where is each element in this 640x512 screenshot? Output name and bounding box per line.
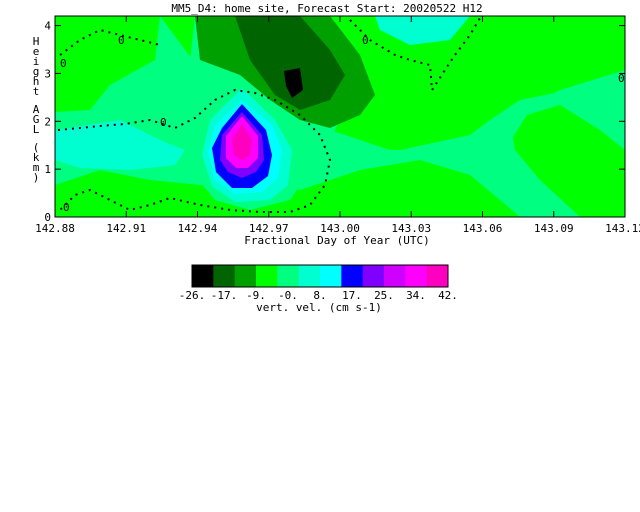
- colorbar-label: vert. vel. (cm s-1): [256, 301, 382, 314]
- x-tick-label: 143.00: [320, 222, 360, 235]
- y-axis: 0 1 2 3 4: [44, 20, 625, 224]
- contour-label-north: 0: [118, 34, 125, 47]
- y-axis-label-char: e: [33, 45, 40, 58]
- colorbar-tick-label: -0.: [278, 289, 298, 302]
- y-tick-label: 0: [44, 211, 51, 224]
- colorbar-swatch: [384, 265, 406, 287]
- contour-label-south: 0: [63, 201, 70, 214]
- y-axis-label-char: A: [33, 103, 40, 116]
- colorbar-tick-label: 8.: [313, 289, 326, 302]
- region-dark-green: [235, 16, 345, 110]
- region-pink: [232, 124, 252, 160]
- y-axis-label-char: g: [33, 65, 40, 78]
- y-axis-label-char: G: [33, 113, 40, 126]
- x-tick-label: 142.97: [249, 222, 289, 235]
- colorbar-swatch: [256, 265, 278, 287]
- colorbar-swatch: [320, 265, 342, 287]
- colorbar-swatch: [362, 265, 385, 287]
- region-green-west: [55, 16, 160, 112]
- y-axis-label-char: k: [33, 151, 40, 164]
- colorbar-swatch: [213, 265, 236, 287]
- colorbar-tick-label: -17.: [211, 289, 238, 302]
- colorbar: -26. -17. -9. -0. 8. 17. 25. 34. 42.: [179, 264, 458, 302]
- colorbar-tick-label: 25.: [374, 289, 394, 302]
- y-tick-label: 1: [44, 163, 51, 176]
- x-axis-label: Fractional Day of Year (UTC): [244, 234, 429, 247]
- y-axis-label-char: h: [33, 75, 40, 88]
- contour-label-west: 0: [60, 57, 67, 70]
- region-cyan-dot: [138, 140, 156, 162]
- zero-contour-west-upper: [59, 28, 161, 56]
- y-axis-label-char: (: [33, 141, 40, 154]
- zero-contour-west-lower: [57, 88, 332, 213]
- colorbar-frame: [191, 264, 449, 288]
- zero-contour-east: [349, 17, 481, 94]
- y-axis-label-char: H: [33, 35, 40, 48]
- x-tick-label: 142.91: [106, 222, 146, 235]
- region-cyan-north-east: [375, 16, 470, 45]
- x-axis: 142.88 142.91 142.94 142.97 143.00 143.03 143.…: [35, 16, 640, 235]
- colorbar-swatch: [192, 265, 214, 287]
- colorbar-tick-label: 17.: [342, 289, 362, 302]
- x-tick-label: 143.03: [391, 222, 431, 235]
- y-tick-label: 4: [44, 20, 51, 33]
- y-tick-label: 3: [44, 67, 51, 80]
- x-tick-label: 143.06: [463, 222, 503, 235]
- colorbar-swatch: [405, 265, 428, 287]
- region-light-green-east: [400, 80, 625, 160]
- colorbar-tick-label: -9.: [246, 289, 266, 302]
- colorbar-swatch: [277, 265, 300, 287]
- region-black: [284, 68, 303, 98]
- contour-label-right-edge: 0: [618, 72, 625, 85]
- x-tick-label: 142.94: [178, 222, 218, 235]
- colorbar-swatch: [341, 265, 364, 287]
- chart-title: MM5_D4: home site, Forecast Start: 20020…: [171, 2, 482, 15]
- plot-area: 0 0 0 0 0 0: [54, 15, 626, 218]
- x-tick-label: 143.09: [534, 222, 574, 235]
- y-axis-label-char: L: [33, 123, 40, 136]
- y-axis-label-char: ): [33, 171, 40, 184]
- region-cyan-west: [55, 120, 185, 170]
- colorbar-swatch: [298, 265, 321, 287]
- zero-contour-lines: [57, 17, 481, 213]
- colorbar-tick-label: 42.: [438, 289, 458, 302]
- contour-label-east: 0: [362, 34, 369, 47]
- colorbar-swatch: [234, 265, 257, 287]
- colorbar-swatch: [426, 265, 449, 287]
- y-axis-label-char: m: [33, 161, 40, 174]
- colorbar-tick-label: 34.: [406, 289, 426, 302]
- region-green-east: [510, 105, 625, 217]
- x-tick-label: 142.88: [35, 222, 75, 235]
- colorbar-tick-label: -26.: [179, 289, 206, 302]
- y-axis-label-char: t: [33, 85, 40, 98]
- contour-label-center: 0: [160, 116, 167, 129]
- y-tick-label: 2: [44, 115, 51, 128]
- y-axis-label-char: i: [33, 55, 40, 68]
- x-tick-label: 143.12: [605, 222, 640, 235]
